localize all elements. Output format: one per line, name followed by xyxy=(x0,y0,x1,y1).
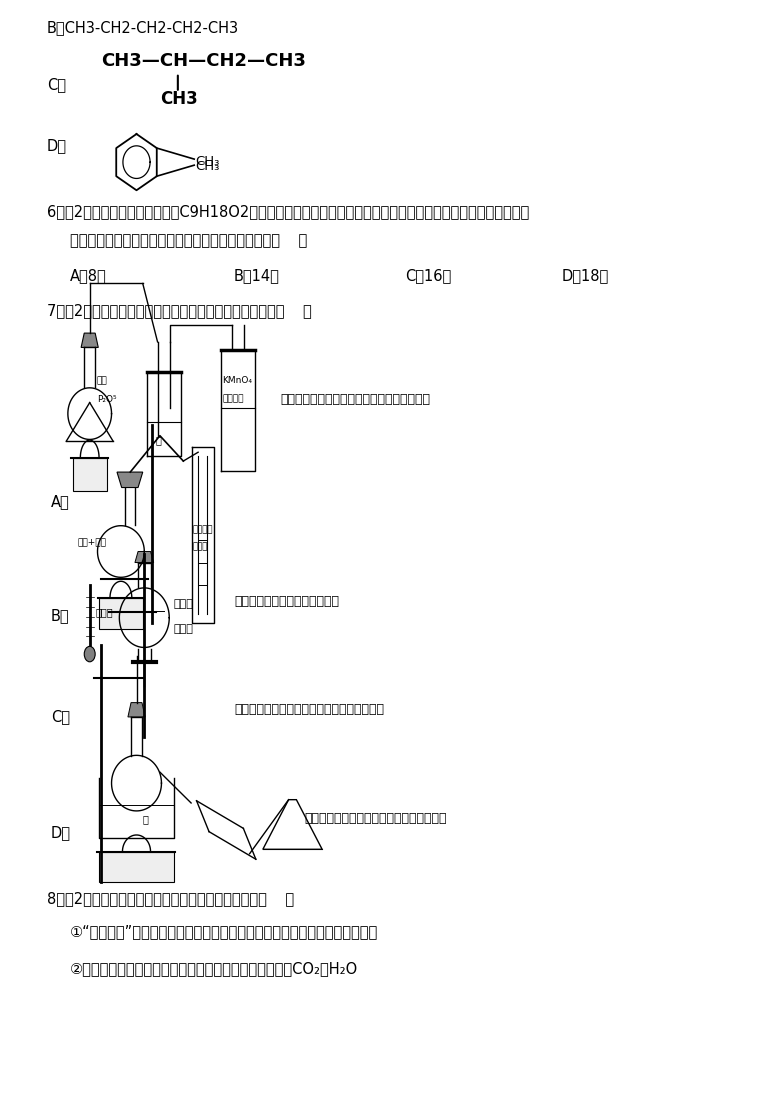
Text: 质量的乙和丙的蒸气所占体积相同，则甲可能结构有（    ）: 质量的乙和丙的蒸气所占体积相同，则甲可能结构有（ ） xyxy=(70,233,307,248)
Text: 如图所示装置，先放出硒基苯，再放出稀硫酸: 如图所示装置，先放出硒基苯，再放出稀硫酸 xyxy=(234,703,384,716)
Text: CH3: CH3 xyxy=(160,90,197,108)
Text: ②汽油、柴油和植物油都是碳氢化合物，完全燃烧只生成CO₂和H₂O: ②汽油、柴油和植物油都是碳氢化合物，完全燃烧只生成CO₂和H₂O xyxy=(70,961,359,976)
Polygon shape xyxy=(135,552,154,563)
Text: C．: C． xyxy=(47,77,66,93)
Text: 乙酸+乙醇: 乙酸+乙醇 xyxy=(78,538,107,547)
Text: KMnO₄: KMnO₄ xyxy=(222,376,252,385)
Text: 如图所示装置制取乙烯并验证乙烯的某些性质: 如图所示装置制取乙烯并验证乙烯的某些性质 xyxy=(281,393,431,406)
Text: CH₃: CH₃ xyxy=(195,154,219,168)
Bar xyxy=(99,852,174,882)
Text: B．: B． xyxy=(51,608,69,623)
Text: B．14种: B．14种 xyxy=(234,268,280,283)
Bar xyxy=(99,598,143,629)
Polygon shape xyxy=(117,472,143,488)
Text: 水: 水 xyxy=(156,435,162,446)
Polygon shape xyxy=(81,333,98,347)
Text: D．: D． xyxy=(47,138,67,153)
Text: ①“乙醇汽油”是在汽油里加入适量乙醇而成的一种燃料，它是一种新型化合物: ①“乙醇汽油”是在汽油里加入适量乙醇而成的一种燃料，它是一种新型化合物 xyxy=(70,924,378,940)
Bar xyxy=(73,458,107,491)
Text: 酸性溶液: 酸性溶液 xyxy=(222,395,244,404)
Text: B．CH3-CH2-CH2-CH2-CH3: B．CH3-CH2-CH2-CH2-CH3 xyxy=(47,20,239,35)
Text: D．18种: D．18种 xyxy=(562,268,609,283)
Text: 如图所示装置，回收萌取剂苯并获得单质碘: 如图所示装置，回收萌取剂苯并获得单质碘 xyxy=(304,812,447,825)
Text: 水: 水 xyxy=(143,814,149,825)
Text: C．: C． xyxy=(51,709,69,725)
Text: 如图所示装置制取少量乙酸乙黷: 如图所示装置制取少量乙酸乙黷 xyxy=(234,595,339,608)
Circle shape xyxy=(84,646,95,662)
Text: 8．（2分）下列关于有机物的说法中，正确的一组是（    ）: 8．（2分）下列关于有机物的说法中，正确的一组是（ ） xyxy=(47,891,294,907)
Text: 硒基苯: 硒基苯 xyxy=(174,623,193,634)
Text: A．: A． xyxy=(51,494,69,510)
Text: 6．（2分）有机物甲的分子式为C9H18O2，在酸性条件下甲水解为乙和丙两种有机物，在相同的温度和压强下，同: 6．（2分）有机物甲的分子式为C9H18O2，在酸性条件下甲水解为乙和丙两种有机… xyxy=(47,204,529,219)
Polygon shape xyxy=(128,703,145,717)
Text: 乙醇: 乙醇 xyxy=(97,376,108,385)
Text: 7．（2分）下列有关实验装置正确且能达到实验目的的是（    ）: 7．（2分）下列有关实验装置正确且能达到实验目的的是（ ） xyxy=(47,303,311,319)
Text: P₂O⁵: P₂O⁵ xyxy=(97,395,116,404)
Text: CH3—CH—CH2—CH3: CH3—CH—CH2—CH3 xyxy=(101,52,307,69)
Text: 饱和碳酸: 饱和碳酸 xyxy=(193,525,213,534)
Text: CH₃: CH₃ xyxy=(195,160,219,173)
Text: 稀硫酸: 稀硫酸 xyxy=(174,599,193,610)
Text: 钓溶液: 钓溶液 xyxy=(193,543,208,552)
Text: C．16种: C．16种 xyxy=(406,268,452,283)
Text: A．8种: A．8种 xyxy=(70,268,107,283)
Text: 温度计: 温度计 xyxy=(95,607,113,618)
Text: D．: D． xyxy=(51,825,71,840)
